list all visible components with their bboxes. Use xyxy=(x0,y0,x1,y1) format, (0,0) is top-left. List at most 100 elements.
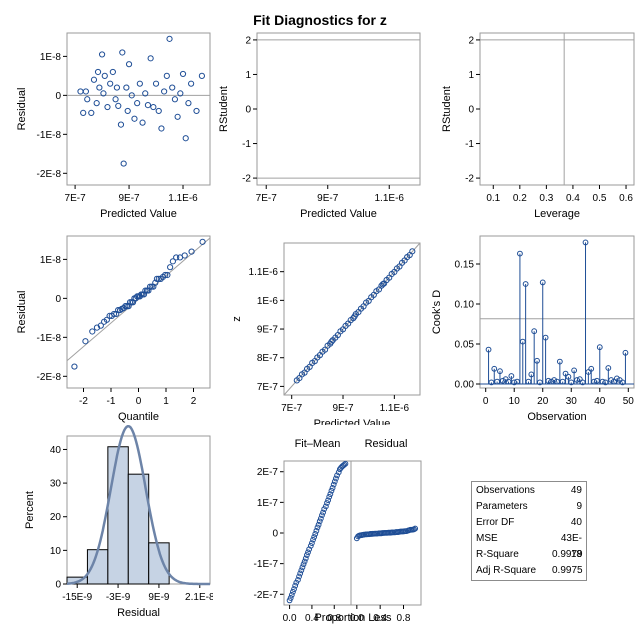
data-point xyxy=(295,576,301,583)
data-point xyxy=(158,125,165,132)
data-point xyxy=(327,491,334,497)
data-point xyxy=(334,472,340,479)
data-point xyxy=(89,328,96,335)
x-tick-label: 10 xyxy=(509,396,521,407)
data-point xyxy=(88,109,95,116)
x-tick-label: 30 xyxy=(566,396,578,407)
y-tick-label: -2 xyxy=(465,174,474,185)
panel-title: Fit–Mean xyxy=(295,438,341,450)
y-tick-label: 0 xyxy=(272,529,278,540)
data-point xyxy=(298,567,305,574)
y-tick-label: 0 xyxy=(55,580,61,591)
x-tick-label: 0.6 xyxy=(619,193,633,204)
data-point xyxy=(119,49,126,56)
data-point xyxy=(329,485,336,491)
plot-frame xyxy=(479,235,635,389)
data-point xyxy=(179,70,187,78)
data-point xyxy=(320,509,326,516)
y-tick-label: 20 xyxy=(50,512,62,523)
x-tick-label: 9E-7 xyxy=(118,193,140,204)
data-point xyxy=(104,103,111,111)
data-point xyxy=(412,525,419,532)
stats-row: Observations 49 xyxy=(472,483,586,499)
data-point xyxy=(134,100,141,107)
stats-row: R-Square 0.9979 xyxy=(472,547,586,563)
cooks-d-point xyxy=(508,373,515,379)
stats-value: 0.9975 xyxy=(552,565,583,576)
data-point xyxy=(169,84,176,91)
cooks-d-plot: 0.00 0.05 0.10 0.15 0 10 20 30 40 50 Observation Co… xyxy=(431,235,635,423)
normal-density-curve xyxy=(66,425,210,586)
x-tick-label: 0.5 xyxy=(593,193,607,204)
data-point xyxy=(341,461,348,468)
stats-label: Observations xyxy=(476,485,535,496)
y-axis-label: Residual xyxy=(16,291,28,334)
data-point xyxy=(113,84,121,91)
data-point xyxy=(112,96,119,103)
data-point xyxy=(316,518,323,525)
data-point xyxy=(145,287,152,294)
data-point xyxy=(155,107,162,115)
data-point xyxy=(324,500,330,506)
y-tick-label: 0.15 xyxy=(455,260,475,271)
data-point xyxy=(177,90,184,97)
data-point xyxy=(292,582,299,589)
residual-vs-predicted-plot: -2E-8 -1E-8 0 1E-8 7E-7 9E-7 1.1E-6 Predicted V… xyxy=(16,32,211,220)
data-point xyxy=(185,100,192,107)
data-point xyxy=(162,271,169,279)
data-point xyxy=(125,303,132,310)
y-tick-label: -1 xyxy=(465,139,474,150)
x-tick-label: 9E-7 xyxy=(317,193,339,204)
data-point xyxy=(310,536,316,543)
cooks-d-point xyxy=(576,376,583,383)
cooks-d-point xyxy=(545,377,552,384)
data-point xyxy=(335,469,342,476)
x-axis-label: Predicted Value xyxy=(314,418,391,425)
data-point xyxy=(166,35,173,42)
y-axis-label: z xyxy=(231,316,243,322)
cooks-d-point xyxy=(491,365,498,372)
plot-frame xyxy=(256,32,421,186)
y-axis-label: Cook's D xyxy=(431,290,443,334)
data-point xyxy=(142,90,149,97)
histogram-bar xyxy=(107,446,129,585)
data-point xyxy=(199,238,206,245)
x-tick-label: 0.8 xyxy=(397,613,411,624)
y-tick-label: 0.00 xyxy=(455,380,475,391)
data-point xyxy=(115,102,122,109)
y-tick-label: 1E-8 xyxy=(40,52,62,63)
fit-statistics-table: Observations 49 Parameters 9 Error DF 40 MSE 43… xyxy=(471,481,587,581)
cooks-d-point xyxy=(539,279,546,286)
data-point xyxy=(301,558,308,565)
x-tick-label: 0.4 xyxy=(305,613,319,624)
y-tick-label: 1.1E-6 xyxy=(249,267,279,278)
data-point xyxy=(93,100,100,107)
data-point xyxy=(164,271,171,279)
x-tick-label: 7E-7 xyxy=(65,193,87,204)
data-point xyxy=(139,119,146,126)
x-tick-label: 1.1E-6 xyxy=(380,403,410,414)
y-tick-label: 0.10 xyxy=(455,300,475,311)
cooks-d-point xyxy=(531,328,538,335)
cooks-d-point xyxy=(542,334,549,341)
stats-value: 49 xyxy=(570,485,582,496)
data-point xyxy=(291,586,297,592)
data-point xyxy=(351,313,358,320)
data-point xyxy=(303,552,310,558)
y-tick-label: 0 xyxy=(245,105,251,116)
data-point xyxy=(124,107,131,115)
x-tick-label: 0.0 xyxy=(283,613,297,624)
cooks-d-point xyxy=(556,358,563,365)
data-point xyxy=(331,478,338,485)
cooks-d-point xyxy=(551,377,558,383)
x-tick-label: 1.1E-6 xyxy=(168,193,198,204)
data-point xyxy=(193,107,200,115)
y-tick-label: -1E-7 xyxy=(254,559,279,570)
data-point xyxy=(109,68,116,76)
stats-label: MSE xyxy=(476,533,498,544)
data-point xyxy=(140,291,148,298)
data-point xyxy=(188,248,195,255)
stats-value: 40 xyxy=(570,517,582,528)
cooks-d-point xyxy=(534,357,540,364)
x-tick-label: 2.1E-8 xyxy=(185,592,213,603)
